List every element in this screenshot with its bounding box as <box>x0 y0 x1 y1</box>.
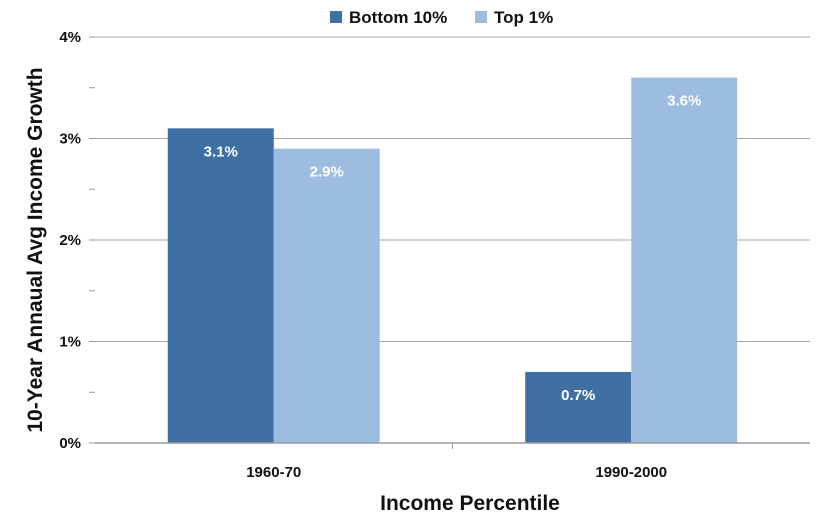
bar-value-label: 2.9% <box>310 164 344 181</box>
x-axis-categories: 1960-70 1990-2000 <box>246 443 667 481</box>
y-axis-ticks: 0% 1% 2% 3% 4% <box>59 29 95 452</box>
x-category-label: 1990-2000 <box>595 464 667 481</box>
y-tick-label: 2% <box>59 232 81 249</box>
legend-label: Bottom 10% <box>349 8 447 27</box>
bar <box>525 371 632 443</box>
y-tick-label: 0% <box>59 435 81 452</box>
bar-value-label: 0.7% <box>561 387 595 404</box>
y-axis-title: 10-Year Annaual Avg Income Growth <box>24 67 47 432</box>
y-tick-label: 4% <box>59 29 81 46</box>
legend-swatch <box>330 11 342 23</box>
x-category-label: 1960-70 <box>246 464 301 481</box>
legend: Bottom 10% Top 1% <box>330 8 553 27</box>
y-tick-label: 3% <box>59 131 81 148</box>
bar <box>631 77 738 443</box>
bars <box>167 77 738 443</box>
data-labels: 3.1% 2.9% 0.7% 3.6% <box>204 93 702 404</box>
legend-label: Top 1% <box>494 8 553 27</box>
bar-value-label: 3.1% <box>204 143 238 160</box>
x-axis-title: Income Percentile <box>380 492 560 515</box>
legend-swatch <box>475 11 487 23</box>
bar <box>167 128 274 443</box>
bar <box>273 148 380 443</box>
bar-value-label: 3.6% <box>667 93 701 110</box>
y-tick-label: 1% <box>59 334 81 351</box>
